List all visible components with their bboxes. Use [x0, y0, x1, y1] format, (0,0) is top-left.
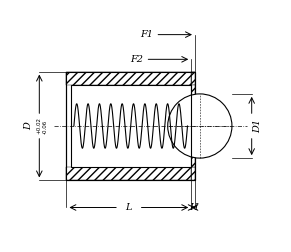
Bar: [66, 167, 195, 180]
Bar: [191, 85, 195, 167]
Text: D: D: [24, 122, 33, 130]
Bar: [66, 72, 195, 85]
Text: D1: D1: [253, 119, 262, 133]
Bar: [191, 72, 195, 85]
Text: F2: F2: [130, 55, 143, 64]
Bar: [191, 167, 195, 180]
Bar: [66, 72, 195, 180]
Text: H: H: [189, 203, 197, 212]
Circle shape: [168, 94, 232, 158]
Text: +0.02
-0.06: +0.02 -0.06: [37, 117, 48, 135]
Bar: [66, 72, 195, 180]
Bar: [71, 85, 191, 167]
Text: L: L: [126, 203, 132, 212]
Text: F1: F1: [140, 30, 153, 39]
